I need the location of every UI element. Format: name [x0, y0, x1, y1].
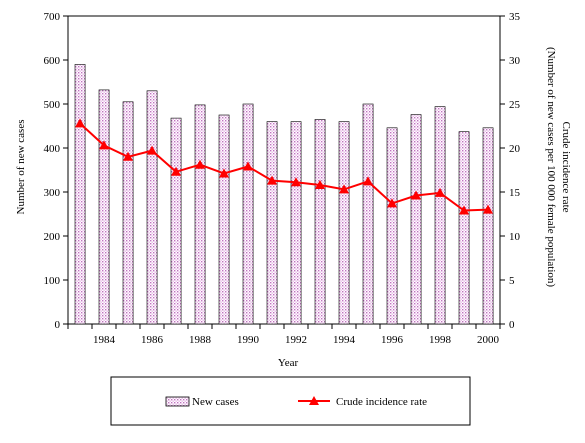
line-point-1991: [267, 175, 277, 185]
line-point-1988: [195, 159, 205, 169]
line-point-1998: [435, 187, 445, 197]
x-axis-title: Year: [278, 357, 299, 369]
line-point-1994: [339, 184, 349, 194]
line-point-1997: [411, 190, 421, 200]
bar-1999: [458, 131, 470, 325]
x-tick-label: 1992: [285, 334, 307, 346]
right-tick-label: 25: [509, 99, 521, 111]
bar-1986: [146, 90, 158, 325]
right-y-axis: 0 5 10 15 20 25 30 35: [500, 11, 521, 331]
line-point-1990: [243, 161, 253, 171]
bar-1995: [362, 103, 374, 325]
x-tick-label: 1996: [381, 334, 404, 346]
bar-1991: [266, 121, 278, 325]
bar-2000: [482, 127, 494, 325]
bar-series-new-cases: [74, 64, 494, 325]
x-tick-label: 1994: [333, 334, 356, 346]
left-tick-label: 500: [44, 99, 61, 111]
right-tick-label: 5: [509, 275, 515, 287]
line-point-1993: [315, 180, 325, 189]
left-tick-label: 0: [55, 319, 61, 331]
bar-1994: [338, 121, 350, 325]
bar-1997: [410, 114, 422, 325]
line-point-1995: [363, 176, 373, 186]
right-tick-label: 30: [509, 55, 521, 67]
x-tick-label: 1984: [93, 334, 116, 346]
bar-1990: [242, 103, 254, 325]
x-tick-label: 1990: [237, 334, 260, 346]
bar-1985: [122, 101, 134, 325]
left-axis-title: Number of new cases: [15, 120, 27, 215]
line-point-1984: [99, 140, 109, 150]
line-point-1989: [219, 168, 229, 178]
right-tick-label: 15: [509, 187, 521, 199]
bar-1998: [434, 106, 446, 325]
bar-1996: [386, 127, 398, 325]
right-tick-label: 0: [509, 319, 515, 331]
legend-swatch-marker: [309, 396, 319, 405]
left-tick-label: 100: [44, 275, 61, 287]
legend-label-crude-incidence-rate: Crude incidence rate: [336, 396, 427, 408]
bar-1984: [98, 89, 110, 325]
line-series-crude-incidence-rate: [75, 118, 493, 215]
line-point-2000: [483, 204, 493, 214]
line-point-1985: [123, 151, 133, 161]
left-tick-label: 200: [44, 231, 61, 243]
line-point-1992: [291, 177, 301, 187]
legend: New cases Crude incidence rate: [110, 376, 471, 426]
line-point-1996: [387, 198, 397, 208]
right-tick-label: 20: [509, 143, 521, 155]
right-axis-title-line1: Crude incidence rate: [560, 121, 572, 212]
left-tick-label: 700: [44, 11, 61, 23]
line-point-1999: [459, 205, 469, 215]
bar-1992: [290, 121, 302, 325]
line-point-1986: [147, 145, 157, 155]
left-y-axis: 0 100 200 300 400 500 600 700: [44, 11, 68, 331]
x-tick-label: 1988: [189, 334, 212, 346]
line-point-1983: [75, 118, 85, 128]
left-tick-label: 400: [44, 143, 61, 155]
line-path: [79, 122, 489, 212]
legend-label-new-cases: New cases: [192, 396, 239, 408]
line-point-1987: [171, 166, 181, 176]
x-tick-label: 1986: [141, 334, 164, 346]
right-tick-label: 10: [509, 231, 521, 243]
left-tick-label: 300: [44, 187, 61, 199]
bar-1989: [218, 114, 230, 325]
x-tick-label: 1998: [429, 334, 452, 346]
left-tick-label: 600: [44, 55, 61, 67]
bar-1993: [314, 119, 326, 325]
bar-1983: [74, 64, 86, 325]
x-axis: 1984 1986 1988 1990 1992 1994 1996 1998 2000: [67, 324, 501, 346]
bar-1987: [170, 117, 182, 325]
right-tick-label: 35: [509, 11, 521, 23]
bar-1988: [194, 104, 206, 325]
right-axis-title-line2: (Number of new cases per 100 000 female …: [545, 47, 557, 287]
x-tick-label: 2000: [477, 334, 500, 346]
legend-swatch-new-cases: [165, 396, 190, 407]
